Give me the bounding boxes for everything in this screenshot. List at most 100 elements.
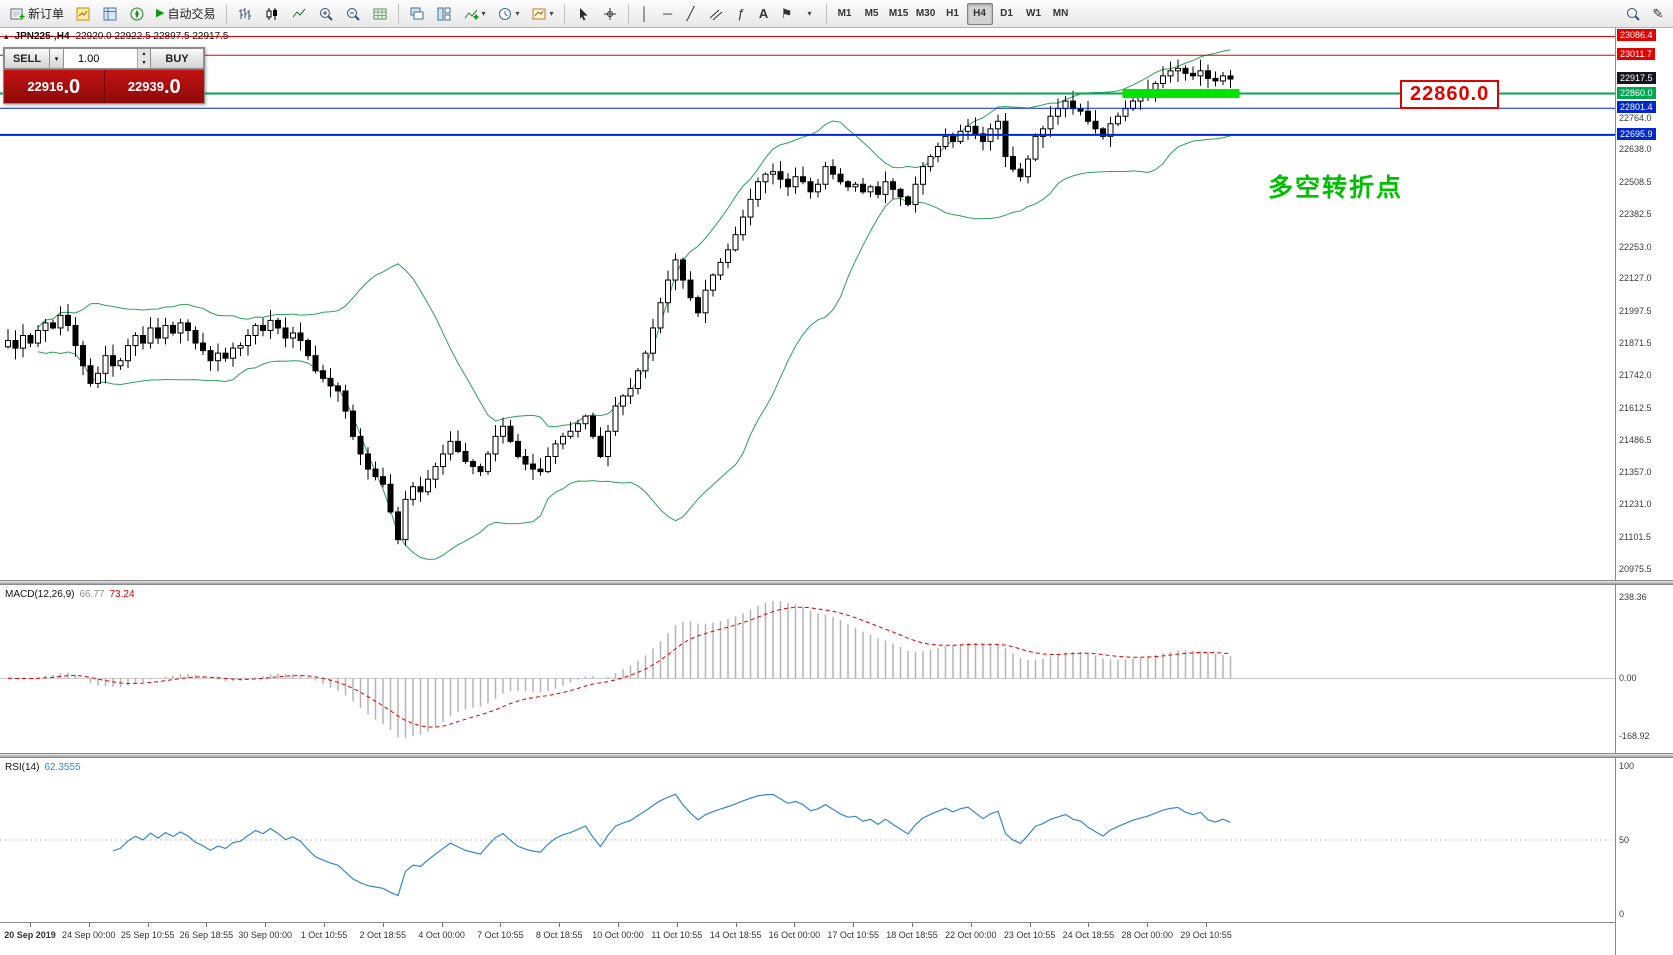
volume-down-button[interactable]: ▾ [138, 58, 150, 68]
bar-chart-mode-button[interactable] [232, 3, 258, 25]
price-axis[interactable]: 22764.0 22638.0 22508.5 22382.5 22253.0 22127… [1615, 28, 1673, 955]
autotrading-button[interactable]: ▶ 自动交易 [151, 3, 220, 25]
timeframe-mn-button[interactable]: MN [1052, 8, 1069, 19]
time-tick-label: 2 Oct 18:55 [359, 930, 407, 940]
timeframe-m30-button[interactable]: M30 [915, 8, 936, 19]
zoom-out-button[interactable] [340, 3, 366, 25]
tile-windows-button[interactable] [431, 3, 457, 25]
shapes-dropdown-caret: ▾ [807, 9, 812, 18]
data-window-button[interactable] [97, 3, 123, 25]
price-tick-label: 22764.0 [1619, 113, 1652, 123]
new-order-label: 新订单 [28, 7, 65, 21]
time-tick-label: 24 Oct 18:55 [1062, 930, 1115, 940]
turning-point-note[interactable]: 多空转折点 [1268, 174, 1404, 202]
chart-workspace: ▴ JPN225-,H4 22920.0 22922.5 22897.5 229… [0, 28, 1673, 955]
timeframe-h1-button[interactable]: H1 [946, 8, 959, 19]
macd-signal-value: 73.24 [109, 589, 135, 600]
clock-icon [497, 6, 513, 22]
price-tick-label: 21231.0 [1619, 499, 1652, 509]
line-chart-mode-button[interactable] [286, 3, 312, 25]
volume-input[interactable] [64, 49, 137, 68]
time-tick [206, 923, 208, 927]
indicators-button[interactable]: ▾ [458, 3, 491, 25]
trendline-tool-button[interactable]: ╱ [680, 3, 702, 25]
timeframe-m15-button[interactable]: M15 [888, 8, 909, 19]
templates-button[interactable]: ▾ [526, 3, 559, 25]
price-tick-label: 21486.5 [1619, 435, 1652, 445]
sell-options-dropdown[interactable]: ▾ [50, 48, 64, 69]
order-panel-prices: 22916.0 22939.0 [4, 70, 204, 103]
channel-tool-button[interactable] [703, 3, 729, 25]
timeframe-h4-button[interactable]: H4 [966, 2, 993, 25]
time-tick-label: 10 Oct 00:00 [592, 930, 644, 940]
price-level-label: 22860.0 [1617, 87, 1656, 99]
sell-price-frac: .0 [63, 75, 81, 98]
time-tick [1147, 923, 1149, 927]
price-tick-label: 21742.0 [1619, 370, 1652, 380]
timeframe-group: M1 M5 M15 M30 H1 H4 D1 W1 MN [832, 2, 1074, 25]
periods-dropdown-caret: ▾ [515, 9, 520, 18]
time-axis[interactable]: 20 Sep 2019 24 Sep 00:00 25 Sep 10:55 26 Se… [0, 922, 1615, 955]
horizontal-line-tool-button[interactable]: ─ [657, 3, 679, 25]
time-tick [618, 923, 619, 927]
buy-button[interactable]: BUY [150, 48, 204, 69]
price-tick-label: 22127.0 [1619, 273, 1652, 283]
time-tick-label: 20 Sep 2019 [4, 930, 56, 940]
toolbar-separator [627, 3, 629, 24]
label-tool-button[interactable]: ⚑ [776, 3, 798, 25]
time-tick [88, 923, 90, 927]
buy-price-display[interactable]: 22939.0 [103, 70, 204, 103]
new-order-button[interactable]: 新订单 [4, 3, 69, 25]
level-price-label[interactable]: 22860.0 [1400, 80, 1500, 109]
edit-button[interactable]: ✎ [1647, 3, 1669, 25]
time-tick [265, 923, 267, 927]
price-tick-label: 0.00 [1619, 673, 1637, 683]
vertical-line-tool-button[interactable]: │ [634, 3, 656, 25]
zoom-in-button[interactable] [313, 3, 339, 25]
time-tick-label: 7 Oct 10:55 [477, 930, 524, 940]
cascade-windows-icon [409, 6, 425, 22]
price-level-label: 22917.5 [1617, 72, 1656, 84]
time-tick-label: 26 Sep 18:55 [179, 930, 234, 940]
main-chart-canvas[interactable] [0, 28, 1615, 580]
timeframe-m5-button[interactable]: M5 [864, 8, 879, 19]
search-button[interactable] [1620, 3, 1646, 25]
market-watch-button[interactable] [70, 3, 96, 25]
pencil-icon: ✎ [1652, 6, 1664, 21]
sell-button[interactable]: SELL [4, 48, 50, 69]
autotrading-play-icon: ▶ [156, 7, 165, 19]
toolbar-separator [225, 3, 227, 24]
cascade-windows-button[interactable] [404, 3, 430, 25]
sell-price-display[interactable]: 22916.0 [4, 70, 104, 103]
shapes-dropdown-button[interactable]: ▾ [799, 3, 821, 25]
text-tool-button[interactable]: A [753, 3, 775, 25]
volume-up-button[interactable]: ▴ [138, 49, 150, 59]
crosshair-tool-button[interactable] [597, 3, 623, 25]
time-tick-label: 17 Oct 10:55 [827, 930, 879, 940]
one-click-collapse-toggle[interactable]: ▴ [4, 31, 9, 41]
templates-icon [531, 6, 547, 22]
panel-splitter[interactable] [0, 580, 1673, 585]
cursor-tool-button[interactable] [570, 3, 596, 25]
search-icon [1625, 6, 1641, 22]
panel-splitter[interactable] [0, 753, 1673, 758]
rsi-canvas[interactable] [0, 758, 1615, 922]
macd-canvas[interactable] [0, 585, 1615, 753]
fibonacci-tool-button[interactable]: ƒ [730, 3, 752, 25]
timeframe-m1-button[interactable]: M1 [837, 8, 852, 19]
timeframe-w1-button[interactable]: W1 [1026, 8, 1042, 19]
crosshair-icon [602, 6, 618, 22]
time-tick [559, 923, 561, 927]
price-tick-label: 22638.0 [1619, 144, 1652, 154]
time-tick-label: 14 Oct 18:55 [709, 930, 762, 940]
grid-toggle-button[interactable] [367, 3, 393, 25]
time-tick [1206, 923, 1207, 927]
periods-button[interactable]: ▾ [492, 3, 525, 25]
candlestick-mode-button[interactable] [259, 3, 285, 25]
timeframe-d1-button[interactable]: D1 [1000, 8, 1013, 19]
time-tick-label: 8 Oct 18:55 [535, 930, 583, 940]
time-tick-label: 22 Oct 00:00 [945, 930, 997, 940]
time-tick [324, 923, 325, 927]
macd-main-value: 66.77 [79, 589, 105, 600]
navigator-button[interactable] [124, 3, 150, 25]
